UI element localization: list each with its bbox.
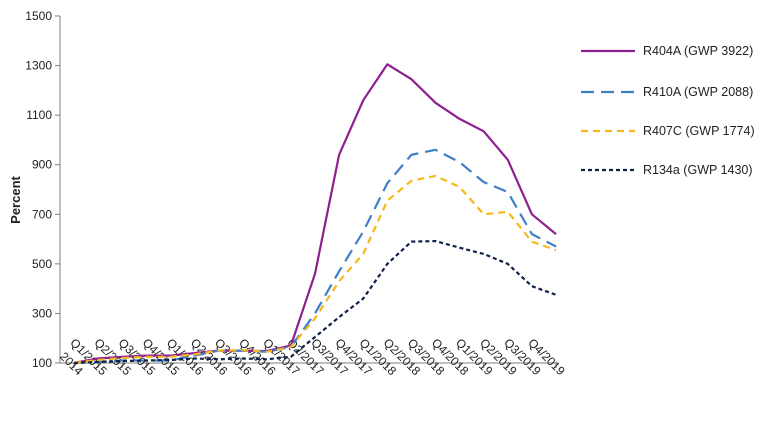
y-tick-label: 100 bbox=[32, 356, 52, 370]
legend-label-4: R134a (GWP 1430) bbox=[643, 163, 753, 177]
series-line-4 bbox=[73, 240, 557, 365]
legend: R404A (GWP 3922) R410A (GWP 2088) R407C (G… bbox=[581, 44, 755, 177]
series-lines bbox=[73, 63, 557, 365]
y-tick-label: 700 bbox=[32, 207, 52, 221]
y-tick-label: 1100 bbox=[26, 108, 52, 122]
legend-label-1: R404A (GWP 3922) bbox=[643, 44, 753, 58]
series-line-1 bbox=[73, 63, 557, 365]
y-tick-label: 500 bbox=[32, 257, 52, 271]
y-axis-ticks: 100 300 500 700 900 1100 1300 1500 bbox=[25, 9, 60, 370]
legend-label-3: R407C (GWP 1774) bbox=[643, 124, 755, 138]
chart-axes bbox=[59, 16, 557, 364]
series-line-2 bbox=[73, 148, 557, 365]
y-tick-label: 900 bbox=[32, 158, 52, 172]
y-axis-title: Percent bbox=[8, 175, 23, 223]
y-tick-label: 1500 bbox=[25, 9, 52, 23]
series-line-3 bbox=[73, 174, 557, 365]
y-tick-label: 1300 bbox=[25, 59, 52, 73]
legend-label-2: R410A (GWP 2088) bbox=[643, 85, 753, 99]
y-tick-label: 300 bbox=[32, 306, 52, 320]
